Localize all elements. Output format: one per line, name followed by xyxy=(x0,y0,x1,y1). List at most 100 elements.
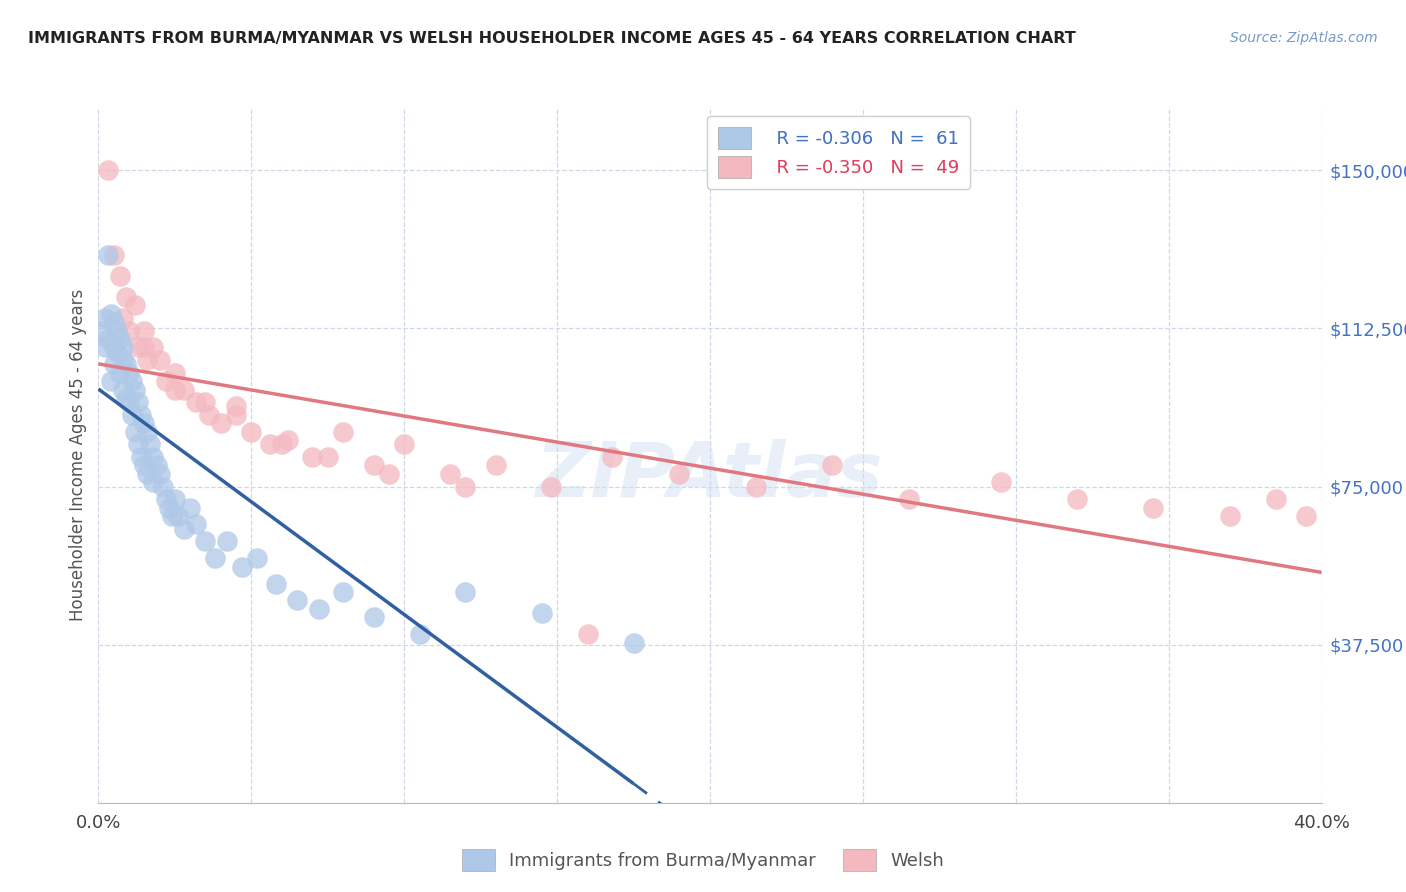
Point xyxy=(285,593,308,607)
Point xyxy=(163,366,186,380)
Point xyxy=(392,437,416,451)
Point xyxy=(1295,509,1317,524)
Point xyxy=(332,425,354,439)
Point xyxy=(127,437,149,451)
Point xyxy=(1066,492,1088,507)
Point xyxy=(134,340,156,354)
Point xyxy=(136,467,159,481)
Point xyxy=(97,247,120,261)
Point xyxy=(111,383,134,397)
Legend: Immigrants from Burma/Myanmar, Welsh: Immigrants from Burma/Myanmar, Welsh xyxy=(456,842,950,879)
Point xyxy=(124,383,146,397)
Point xyxy=(134,458,156,473)
Point xyxy=(454,585,477,599)
Point xyxy=(97,332,120,346)
Point xyxy=(118,324,141,338)
Point xyxy=(194,395,217,409)
Point xyxy=(129,408,152,422)
Point xyxy=(576,627,599,641)
Point xyxy=(127,395,149,409)
Point xyxy=(301,450,323,464)
Point xyxy=(111,310,134,325)
Point xyxy=(270,437,292,451)
Point xyxy=(215,534,238,549)
Point xyxy=(163,383,186,397)
Point xyxy=(115,357,138,371)
Point xyxy=(225,400,247,414)
Text: ZIPAtlas: ZIPAtlas xyxy=(536,439,884,513)
Point xyxy=(100,374,122,388)
Point xyxy=(118,395,141,409)
Point xyxy=(990,475,1012,490)
Point xyxy=(240,425,263,439)
Point xyxy=(155,374,177,388)
Point xyxy=(139,437,162,451)
Point xyxy=(108,366,131,380)
Point xyxy=(136,425,159,439)
Point xyxy=(149,353,172,368)
Point xyxy=(145,458,167,473)
Point xyxy=(264,576,287,591)
Point xyxy=(129,450,152,464)
Point xyxy=(745,479,768,493)
Point xyxy=(97,163,120,178)
Point xyxy=(246,551,269,566)
Point xyxy=(127,340,149,354)
Point xyxy=(136,353,159,368)
Point xyxy=(111,353,134,368)
Point xyxy=(149,467,172,481)
Point xyxy=(100,307,122,321)
Point xyxy=(103,315,125,329)
Point xyxy=(142,340,165,354)
Point xyxy=(179,500,201,515)
Point xyxy=(163,492,186,507)
Point xyxy=(105,344,128,359)
Point xyxy=(623,635,645,649)
Point xyxy=(600,450,623,464)
Point xyxy=(540,479,562,493)
Point xyxy=(197,408,219,422)
Point xyxy=(103,247,125,261)
Point xyxy=(408,627,430,641)
Point xyxy=(118,366,141,380)
Point xyxy=(115,391,138,405)
Point xyxy=(108,332,131,346)
Point xyxy=(1219,509,1241,524)
Point xyxy=(124,298,146,312)
Point xyxy=(378,467,401,481)
Point xyxy=(103,340,125,354)
Point xyxy=(231,559,253,574)
Point xyxy=(186,395,208,409)
Point xyxy=(152,479,174,493)
Point xyxy=(111,340,134,354)
Point xyxy=(173,522,195,536)
Point xyxy=(204,551,226,566)
Point xyxy=(155,492,177,507)
Point xyxy=(1142,500,1164,515)
Y-axis label: Householder Income Ages 45 - 64 years: Householder Income Ages 45 - 64 years xyxy=(69,289,87,621)
Point xyxy=(439,467,461,481)
Point xyxy=(173,383,195,397)
Point xyxy=(93,340,115,354)
Point xyxy=(259,437,281,451)
Point xyxy=(142,450,165,464)
Point xyxy=(897,492,920,507)
Point xyxy=(209,417,232,431)
Point xyxy=(115,290,138,304)
Point xyxy=(530,606,553,620)
Point xyxy=(134,324,156,338)
Text: IMMIGRANTS FROM BURMA/MYANMAR VS WELSH HOUSEHOLDER INCOME AGES 45 - 64 YEARS COR: IMMIGRANTS FROM BURMA/MYANMAR VS WELSH H… xyxy=(28,31,1076,46)
Point xyxy=(134,417,156,431)
Point xyxy=(332,585,354,599)
Point xyxy=(225,408,247,422)
Point xyxy=(1264,492,1286,507)
Point xyxy=(316,450,339,464)
Point xyxy=(157,500,180,515)
Point xyxy=(160,509,183,524)
Point xyxy=(124,425,146,439)
Point xyxy=(108,268,131,283)
Point xyxy=(105,324,128,338)
Point xyxy=(90,324,112,338)
Point xyxy=(308,602,330,616)
Point xyxy=(363,458,385,473)
